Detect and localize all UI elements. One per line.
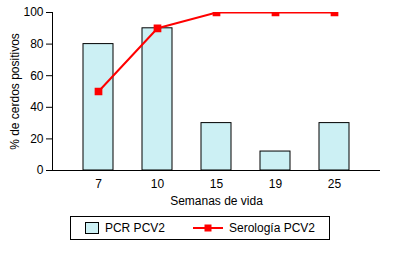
svg-text:10: 10 bbox=[151, 177, 165, 191]
svg-text:25: 25 bbox=[328, 177, 342, 191]
svg-text:80: 80 bbox=[30, 37, 44, 51]
html-text:Serología PCV2: Serología PCV2 bbox=[229, 221, 315, 235]
svg-text:7: 7 bbox=[95, 177, 102, 191]
html-text:PCR PCV2: PCR PCV2 bbox=[105, 221, 165, 235]
svg-text:15: 15 bbox=[210, 177, 224, 191]
svg-text:100: 100 bbox=[23, 5, 43, 19]
svg-text:Semanas de vida: Semanas de vida bbox=[170, 194, 263, 208]
svg-text:19: 19 bbox=[269, 177, 283, 191]
svg-text:% de cerdos positivos: % de cerdos positivos bbox=[8, 33, 22, 150]
svg-text:20: 20 bbox=[30, 132, 44, 146]
svg-text:40: 40 bbox=[30, 100, 44, 114]
svg-text:0: 0 bbox=[37, 163, 44, 177]
svg-text:60: 60 bbox=[30, 69, 44, 83]
